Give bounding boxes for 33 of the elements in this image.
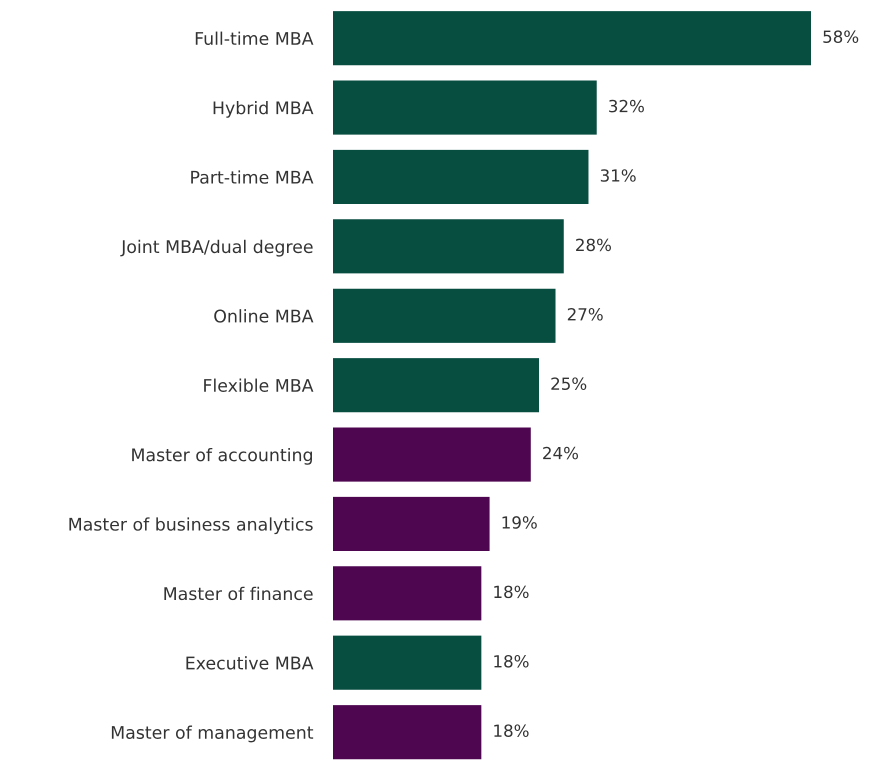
bar <box>333 566 482 620</box>
y-tick-label: Online MBA <box>214 309 314 323</box>
bar <box>333 358 540 412</box>
data-label: 27% <box>568 308 603 321</box>
y-tick-label: Joint MBA/dual degree <box>120 240 313 257</box>
data-label: 18% <box>494 724 529 737</box>
y-tick-label: Master of accounting <box>132 448 312 465</box>
y-tick-label: Master of finance <box>164 586 313 600</box>
y-tick-label: Hybrid MBA <box>214 100 314 118</box>
y-tick-label: Full-time MBA <box>196 32 314 46</box>
data-label: 24% <box>543 446 578 460</box>
data-label: 32% <box>609 100 644 112</box>
bar <box>333 150 588 204</box>
data-label: 25% <box>551 377 586 390</box>
data-label: 18% <box>494 654 529 668</box>
data-label: 58% <box>823 30 858 44</box>
bar <box>333 636 482 690</box>
y-tick-label: Master of business analytics <box>69 517 313 534</box>
bar <box>333 496 490 552</box>
data-label: 28% <box>576 238 611 252</box>
bar <box>333 80 597 135</box>
data-label: 19% <box>502 516 537 529</box>
y-tick-label: Part-time MBA <box>191 170 314 184</box>
data-label: 31% <box>600 169 636 182</box>
bar <box>333 219 564 274</box>
bar <box>333 288 556 343</box>
bar <box>333 427 531 482</box>
y-tick-label: Executive MBA <box>186 656 314 670</box>
bar <box>333 11 811 66</box>
y-tick-label: Master of management <box>112 726 314 742</box>
y-tick-label: Flexible MBA <box>204 378 314 392</box>
bar <box>333 705 482 760</box>
data-label: 18% <box>494 586 529 598</box>
